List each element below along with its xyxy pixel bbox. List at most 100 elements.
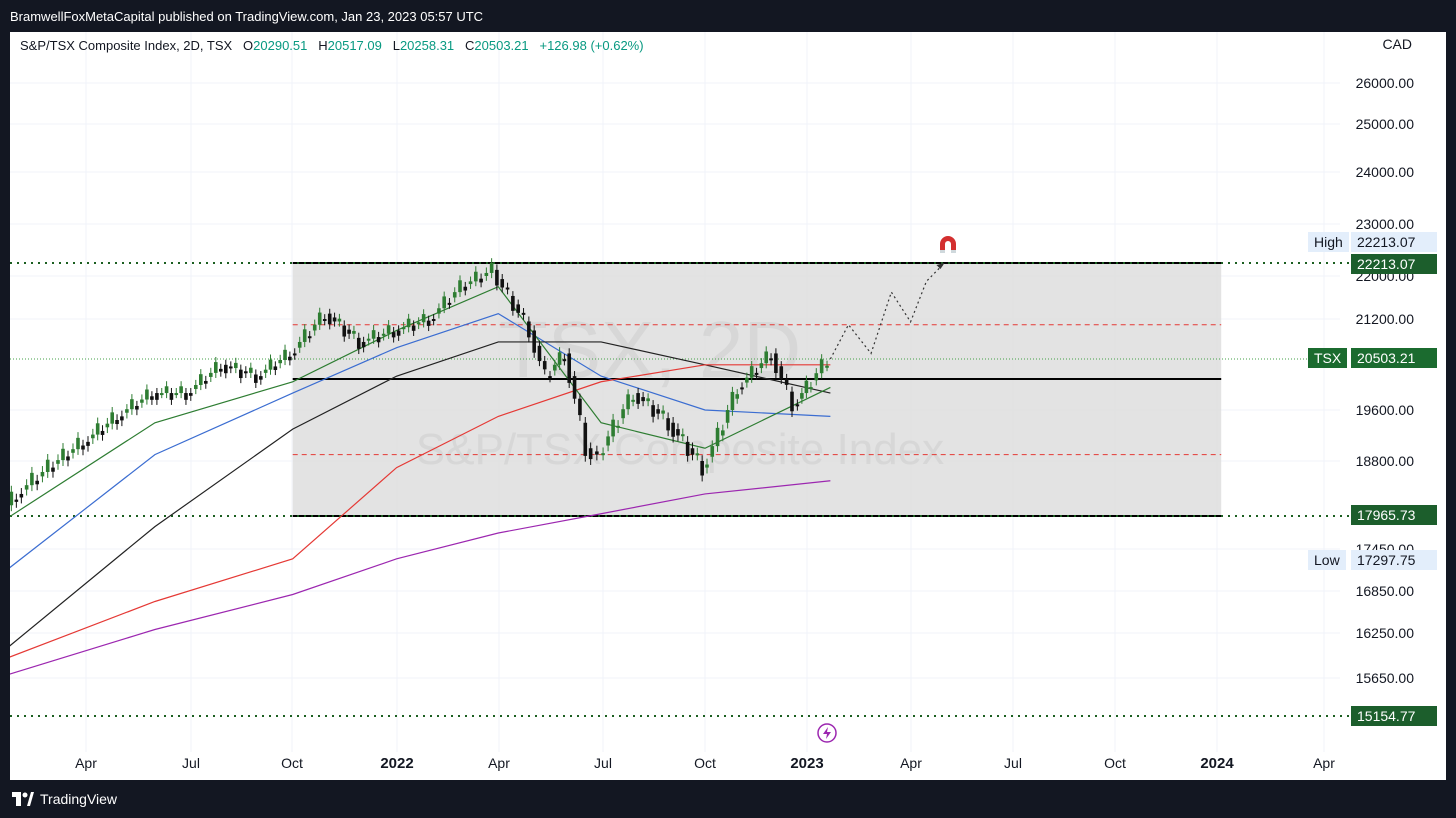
candle-body [292, 353, 297, 356]
candle-body [442, 296, 446, 309]
candle-body [814, 373, 819, 381]
high-tag-label: High [1308, 232, 1349, 252]
candle-body [81, 445, 85, 450]
price-tick-label: 18800.00 [1356, 453, 1415, 469]
candle-body [219, 368, 223, 372]
candle-body [636, 393, 640, 404]
candle-body [263, 369, 268, 373]
candle-body [437, 308, 441, 314]
candle-body [347, 329, 351, 334]
candle-body [671, 422, 675, 437]
candle-body [616, 425, 620, 428]
candle-body [601, 453, 605, 456]
high-value: 20517.09 [327, 38, 382, 53]
candle-body [721, 430, 725, 436]
candle-body [479, 278, 483, 283]
high-label: H [318, 38, 328, 53]
candle-body [71, 449, 75, 453]
range-low-tag: 17965.73 [1351, 505, 1437, 525]
candle-body [342, 325, 347, 337]
candle-body [95, 423, 100, 435]
time-axis: Apr Jul Oct 2022 Apr Jul Oct 2023 Apr Jul Oct 2024 A… [75, 755, 1335, 772]
high-tag-value: 22213.07 [1351, 232, 1437, 252]
open-value: 20290.51 [253, 38, 308, 53]
candle-body [764, 351, 769, 364]
candle-body [317, 312, 322, 325]
candle-body [307, 336, 312, 339]
candle-body [730, 391, 735, 410]
candle-body [297, 341, 302, 348]
low-tag-label: Low [1308, 550, 1346, 570]
candle-body [366, 338, 371, 341]
candle-body [35, 480, 39, 485]
candle-body [537, 345, 542, 362]
open-label: O [243, 38, 254, 53]
candle-body [327, 313, 332, 325]
magnet-icon [940, 236, 956, 253]
candle-body [56, 460, 60, 464]
candle-body [548, 376, 552, 379]
candle-body [676, 429, 680, 436]
price-tick-label: 16250.00 [1356, 625, 1415, 641]
candle-body [91, 434, 95, 439]
candle-body [203, 380, 208, 384]
candle-body [244, 371, 248, 374]
candle-body [700, 461, 704, 476]
chart-panel[interactable]: TSX, 2D S&P/TSX Composite Index 26000.00… [10, 32, 1446, 780]
time-tick-label: Oct [281, 755, 303, 771]
candle-body [646, 398, 650, 402]
change-value: +126.98 (+0.62%) [539, 38, 644, 53]
moving-average-0 [10, 312, 831, 569]
candle-body [562, 359, 567, 362]
candle-body [259, 376, 263, 380]
candle-body [135, 405, 139, 410]
time-tick-label: Oct [1104, 755, 1126, 771]
candle-body [406, 318, 411, 328]
candle-body [740, 387, 744, 390]
candle-body [666, 418, 670, 431]
candle-body [86, 441, 90, 446]
time-tick-label: Apr [900, 755, 922, 771]
symbol-tag: TSX [1308, 348, 1348, 368]
candle-body [759, 363, 764, 369]
candle-body [155, 393, 159, 400]
candle-body [426, 320, 431, 326]
candle-body [381, 333, 386, 336]
symbol-legend[interactable]: S&P/TSX Composite Index, 2D, TSX O20290.… [20, 38, 644, 53]
time-tick-label: Oct [694, 755, 716, 771]
candle-body [332, 317, 337, 322]
candle-body [532, 330, 536, 353]
candle-body [521, 312, 526, 315]
candle-body [10, 491, 14, 506]
candle-body [779, 366, 784, 379]
price-tick-label: 24000.00 [1356, 164, 1415, 180]
candle-body [376, 337, 381, 343]
tradingview-logo[interactable]: TradingView [12, 791, 117, 807]
time-tick-label: Jul [1004, 755, 1022, 771]
price-chart[interactable]: TSX, 2D S&P/TSX Composite Index 26000.00… [10, 32, 1446, 780]
candle-body [76, 437, 80, 450]
candle-body [312, 324, 317, 331]
candle-body [452, 292, 457, 298]
candle-body [447, 302, 452, 305]
candle-body [159, 393, 164, 396]
low-tag-value: 17297.75 [1351, 550, 1437, 570]
candle-body [239, 369, 243, 379]
footer-bar: TradingView [0, 780, 1456, 818]
candle-body [120, 416, 124, 421]
candle-body [268, 359, 273, 370]
candle-body [611, 419, 615, 437]
candle-body [352, 330, 356, 334]
candle-body [179, 386, 183, 394]
low-value: 20258.31 [399, 38, 455, 53]
price-tick-label: 26000.00 [1356, 75, 1415, 91]
candle-body [804, 380, 809, 394]
candle-body [249, 367, 253, 373]
candle-body [174, 393, 179, 396]
publisher-line: BramwellFoxMetaCapital published on Trad… [10, 9, 484, 24]
time-tick-label: Apr [75, 755, 97, 771]
candle-body [61, 448, 65, 461]
symbol-name: S&P/TSX Composite Index, 2D, TSX [20, 38, 233, 53]
range-box [292, 263, 1222, 516]
candle-body [754, 372, 759, 375]
